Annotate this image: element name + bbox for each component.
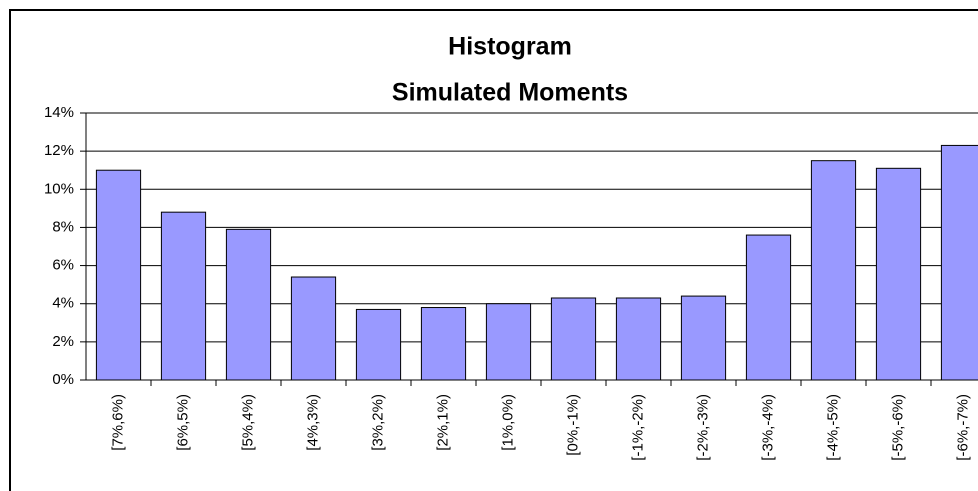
- y-tick-label: 4%: [52, 295, 74, 312]
- y-tick-label: 0%: [52, 371, 74, 388]
- y-tick-label: 14%: [44, 104, 74, 121]
- x-tick-label: [-5%,-6%): [889, 394, 906, 461]
- bar: [290, 276, 337, 381]
- x-tick-label: [-2%,-3%): [694, 394, 711, 461]
- x-tick-label: [1%,0%): [499, 394, 516, 451]
- bar: [355, 308, 402, 381]
- y-tick-label: 2%: [52, 333, 74, 350]
- bar: [225, 228, 272, 381]
- chart-subtitle: Simulated Moments: [392, 79, 628, 107]
- bar: [95, 169, 142, 381]
- x-tick-label: [3%,2%): [369, 394, 386, 451]
- bar: [940, 144, 978, 381]
- x-tick-label: [-4%,-5%): [824, 394, 841, 461]
- bar: [615, 297, 662, 381]
- y-tick-label: 8%: [52, 218, 74, 235]
- bar: [550, 297, 597, 381]
- x-tick-label: [6%,5%): [174, 394, 191, 451]
- x-tick-label: [2%,1%): [434, 394, 451, 451]
- x-tick-label: [-6%,-7%): [954, 394, 971, 461]
- y-tick-label: 12%: [44, 142, 74, 159]
- y-tick-label: 10%: [44, 180, 74, 197]
- bar: [485, 303, 532, 381]
- bar: [875, 167, 922, 381]
- x-tick-label: [-1%,-2%): [629, 394, 646, 461]
- x-tick-label: [4%,3%): [304, 394, 321, 451]
- x-tick-label: [7%,6%): [109, 394, 126, 451]
- bar: [160, 211, 207, 381]
- bar: [810, 160, 857, 381]
- bar: [420, 307, 467, 381]
- x-tick-label: [-3%,-4%): [759, 394, 776, 461]
- y-tick-label: 6%: [52, 257, 74, 274]
- bar: [680, 295, 727, 381]
- x-tick-label: [0%,-1%): [564, 394, 581, 456]
- bar: [745, 234, 792, 381]
- chart-title: Histogram: [448, 33, 572, 61]
- x-tick-label: [5%,4%): [239, 394, 256, 451]
